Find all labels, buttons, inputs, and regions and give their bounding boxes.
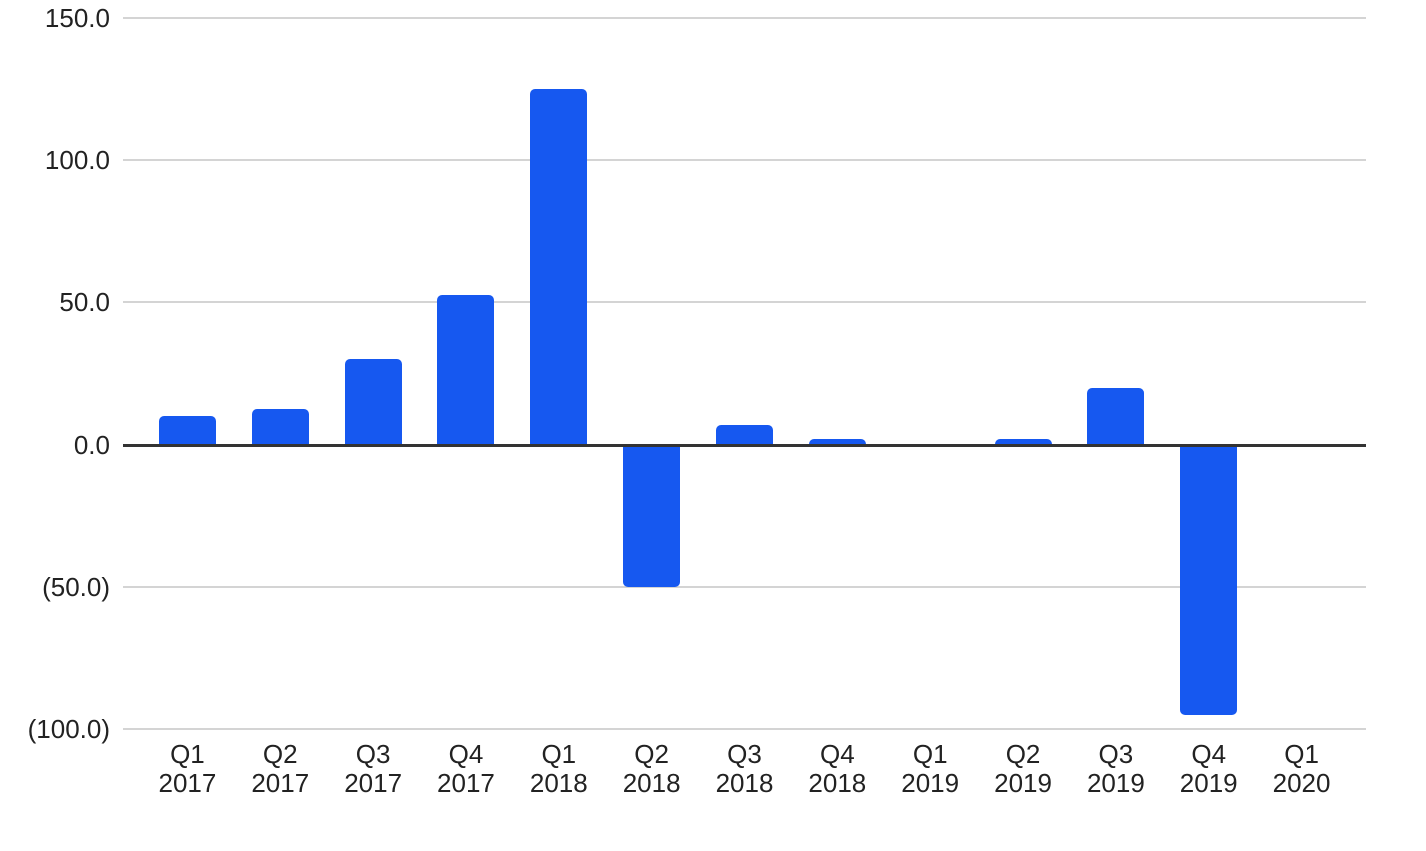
y-gridline xyxy=(123,17,1366,19)
y-tick-label: (100.0) xyxy=(27,714,110,744)
bar-q4-2017[interactable] xyxy=(437,295,495,445)
y-gridline xyxy=(123,159,1366,162)
y-tick-label: 50.0 xyxy=(59,287,110,318)
y-tick-label: 150.0 xyxy=(44,3,110,33)
bar-q3-2017[interactable] xyxy=(344,359,402,445)
bar-q2-2018[interactable] xyxy=(623,444,681,587)
x-axis-zero-line xyxy=(123,443,1366,447)
x-tick-label: Q1 2017 xyxy=(158,739,217,798)
plot-area xyxy=(123,17,1366,730)
bar-q3-2018[interactable] xyxy=(716,424,773,445)
x-tick-label: Q2 2017 xyxy=(251,739,310,798)
x-tick-label: Q2 2018 xyxy=(622,739,681,798)
bar-q4-2018[interactable] xyxy=(808,438,866,445)
bar-q1-2018[interactable] xyxy=(530,89,588,445)
bar-q2-2017[interactable] xyxy=(251,409,309,445)
x-tick-label: Q2 2019 xyxy=(994,739,1052,798)
x-tick-label: Q4 2019 xyxy=(1179,739,1238,798)
y-tick-label: 100.0 xyxy=(44,145,110,176)
bar-q1-2017[interactable] xyxy=(158,416,216,445)
x-tick-label: Q1 2020 xyxy=(1272,739,1331,798)
x-tick-label: Q3 2018 xyxy=(715,739,774,798)
y-gridline xyxy=(123,728,1366,730)
y-gridline xyxy=(123,585,1366,588)
x-tick-label: Q4 2018 xyxy=(808,739,867,798)
y-tick-label: (50.0) xyxy=(42,571,110,602)
bar-q2-2019[interactable] xyxy=(994,438,1052,445)
x-tick-label: Q3 2019 xyxy=(1086,739,1145,798)
x-tick-label: Q1 2018 xyxy=(529,739,588,798)
x-tick-label: Q1 2019 xyxy=(901,739,960,798)
y-gridline xyxy=(123,301,1366,304)
bar-q3-2019[interactable] xyxy=(1087,387,1145,445)
x-tick-label: Q4 2017 xyxy=(437,739,495,798)
bar-q4-2019[interactable] xyxy=(1180,444,1238,715)
y-tick-label: 0.0 xyxy=(73,429,110,460)
x-tick-label: Q3 2017 xyxy=(344,739,403,798)
